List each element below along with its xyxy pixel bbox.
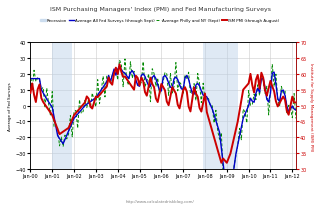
- Legend: Recession, Average All Fed Surveys (through Sept), Average Philly and NY (Sept),: Recession, Average All Fed Surveys (thro…: [40, 19, 280, 23]
- Bar: [203, 43, 238, 169]
- Y-axis label: Average of Fed Surveys: Average of Fed Surveys: [8, 82, 12, 130]
- Text: ISM Purchasing Managers' Index (PMI) and Fed Manufacturing Surveys: ISM Purchasing Managers' Index (PMI) and…: [50, 7, 270, 12]
- Text: http://www.calculatedriskblog.com/: http://www.calculatedriskblog.com/: [126, 199, 194, 203]
- Y-axis label: Institute for Supply Management (ISM) PMI: Institute for Supply Management (ISM) PM…: [309, 62, 313, 150]
- Bar: [52, 43, 72, 169]
